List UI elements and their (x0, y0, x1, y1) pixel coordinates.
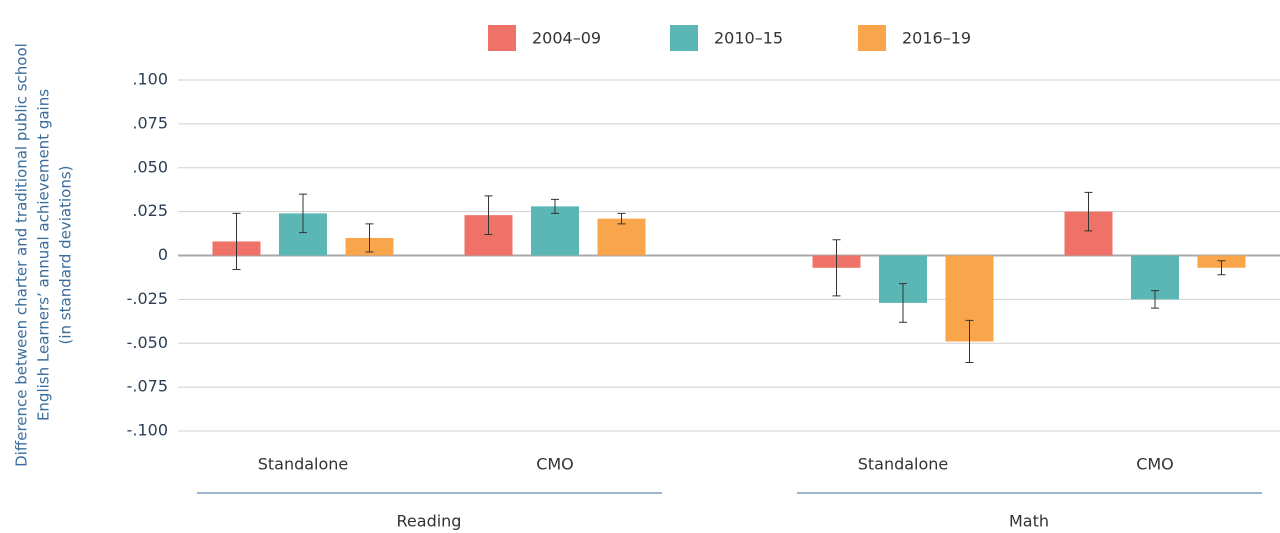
error-bar (365, 223, 374, 253)
y-axis-label: English Learners’ annual achievement gai… (35, 89, 53, 421)
bar (531, 206, 579, 256)
y-tick-label: .025 (132, 201, 168, 220)
y-tick-label: 0 (158, 245, 168, 264)
x-tick-label: CMO (1136, 455, 1174, 474)
legend-label: 2016–19 (902, 29, 971, 48)
error-bar (1151, 290, 1159, 309)
legend-swatch (858, 25, 886, 51)
x-tick-label: Standalone (258, 455, 349, 474)
x-tick-label: Standalone (858, 455, 949, 474)
y-tick-label: -.050 (127, 333, 168, 352)
x-tick-label: CMO (536, 455, 574, 474)
error-bar (1217, 260, 1226, 276)
error-bar (617, 212, 626, 225)
error-bar (832, 239, 841, 297)
error-bar (232, 212, 241, 271)
legend-swatch (670, 25, 698, 51)
y-tick-label: .050 (132, 157, 168, 176)
bar (597, 218, 646, 256)
error-bar (299, 193, 307, 234)
y-tick-label: -.075 (127, 377, 168, 396)
y-axis-label: Difference between charter and tradition… (13, 43, 31, 467)
legend-label: 2010–15 (714, 29, 783, 48)
error-bar (551, 198, 559, 214)
y-tick-label: .075 (132, 113, 168, 132)
y-tick-label: -.100 (127, 421, 168, 440)
group-label: Reading (397, 512, 462, 531)
error-bar (484, 195, 493, 235)
legend-label: 2004–09 (532, 29, 601, 48)
error-bar (1084, 191, 1093, 232)
y-axis-label: (in standard deviations) (57, 166, 75, 345)
error-bar (899, 283, 907, 323)
y-tick-label: -.025 (127, 289, 168, 308)
error-bar (965, 319, 974, 364)
legend-swatch (488, 25, 516, 51)
group-label: Math (1009, 512, 1049, 531)
y-tick-label: .100 (132, 70, 168, 89)
